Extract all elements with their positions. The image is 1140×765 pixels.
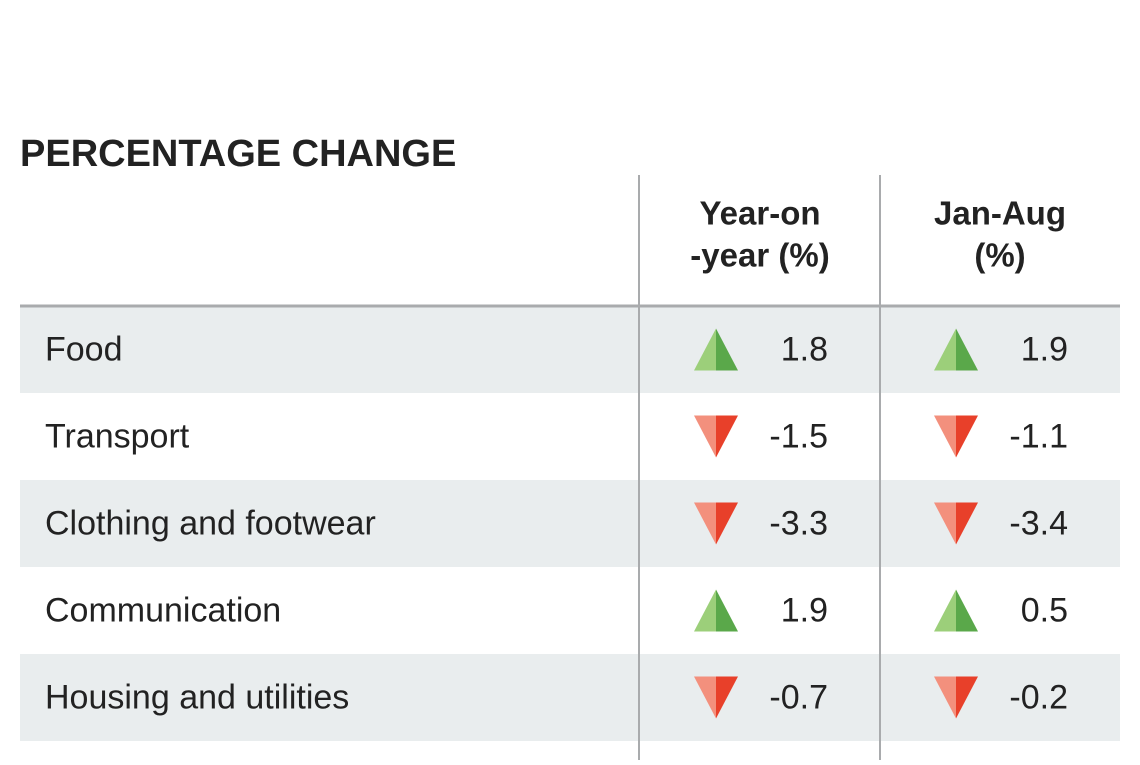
down-arrow <box>694 676 738 719</box>
arrow-half <box>716 328 738 371</box>
up-arrow <box>934 589 978 632</box>
arrow-half <box>694 328 716 371</box>
down-arrow <box>934 676 978 719</box>
cell-value: -1.1 <box>1009 417 1068 455</box>
cell-value: 1.9 <box>1021 330 1068 368</box>
arrow-half <box>956 415 978 458</box>
down-arrow <box>694 502 738 545</box>
arrow-half <box>934 415 956 458</box>
down-arrow <box>934 415 978 458</box>
row-label: Clothing and footwear <box>45 504 376 542</box>
cell-value: -0.7 <box>769 678 828 716</box>
arrow-half <box>694 589 716 632</box>
cell-value: -1.5 <box>769 417 828 455</box>
arrow-half <box>956 589 978 632</box>
arrow-half <box>934 328 956 371</box>
row-shade <box>20 306 1120 393</box>
arrow-half <box>956 502 978 545</box>
up-arrow <box>934 328 978 371</box>
up-arrow <box>694 328 738 371</box>
column-header: -year (%) <box>690 237 829 274</box>
arrow-half <box>716 589 738 632</box>
arrow-half <box>716 415 738 458</box>
arrow-half <box>716 502 738 545</box>
row-label: Transport <box>45 417 190 455</box>
cell-value: 0.5 <box>1021 591 1068 629</box>
arrow-half <box>694 415 716 458</box>
down-arrow <box>694 415 738 458</box>
cell-value: -3.3 <box>769 504 828 542</box>
arrow-half <box>934 589 956 632</box>
row-label: Housing and utilities <box>45 678 349 716</box>
cell-value: 1.9 <box>781 591 828 629</box>
arrow-half <box>694 676 716 719</box>
up-arrow <box>694 589 738 632</box>
arrow-half <box>716 676 738 719</box>
row-label: Communication <box>45 591 281 629</box>
table-title: PERCENTAGE CHANGE <box>20 133 456 175</box>
column-header: (%) <box>974 237 1025 274</box>
cell-value: -3.4 <box>1009 504 1068 542</box>
down-arrow <box>934 502 978 545</box>
arrow-half <box>956 676 978 719</box>
arrow-half <box>934 676 956 719</box>
column-header: Year-on <box>699 195 820 232</box>
row-label: Food <box>45 330 123 368</box>
row-shade <box>20 480 1120 567</box>
cell-value: -0.2 <box>1009 678 1068 716</box>
cell-value: 1.8 <box>781 330 828 368</box>
row-shade <box>20 654 1120 741</box>
column-header: Jan-Aug <box>934 195 1066 232</box>
arrow-half <box>934 502 956 545</box>
arrow-half <box>956 328 978 371</box>
arrow-half <box>694 502 716 545</box>
